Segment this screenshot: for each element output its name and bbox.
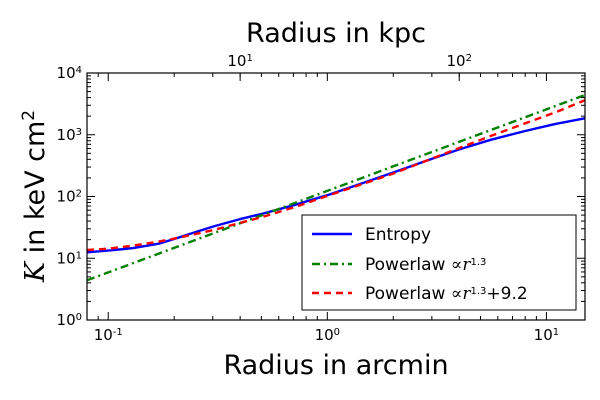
x-tick-label-1: 100 [315,326,340,344]
x2-tick-label-0: 101 [227,52,252,70]
x-tick-label-2: 101 [534,326,559,344]
x-tick-label-0: 10-1 [94,326,123,344]
y-tick-label-0: 100 [57,311,82,329]
y-axis-sup: 2 [19,110,39,121]
series-line-0 [87,117,585,254]
legend-powerlaw-offset-sup: 1.3 [471,286,487,297]
series-line-1 [87,93,585,282]
legend-box [301,214,577,311]
y-axis-symbol: K [20,260,51,283]
legend-powerlaw-sup: 1.3 [471,257,487,268]
series-layer [87,93,585,282]
y-tick-label-4: 104 [57,64,82,82]
tick-layer: 10-1 100 101 101 102 100 101 102 103 104 [57,52,585,344]
series-line-2 [87,99,585,252]
legend-powerlaw-text: Powerlaw [365,255,451,275]
y-tick-label-2: 102 [57,188,82,206]
legend-label-entropy: Entropy [365,225,431,245]
legend-label-powerlaw: Powerlaw ∝r1.3 [365,255,486,275]
y-tick-label-1: 101 [57,249,82,267]
y-axis-text: in keV cm [20,121,51,262]
legend-label-powerlaw-offset: Powerlaw ∝r1.3+9.2 [365,284,528,304]
legend-powerlaw-offset-math: ∝r [451,284,472,304]
legend-powerlaw-math: ∝r [451,255,472,275]
legend-powerlaw-offset-tail: +9.2 [486,284,527,304]
y-tick-label-3: 103 [57,126,82,144]
top-axis-title: Radius in kpc [246,18,426,49]
legend: Entropy Powerlaw ∝r1.3 Powerlaw ∝r1.3+9.… [301,214,577,311]
x-axis-title: Radius in arcmin [223,350,448,381]
legend-powerlaw-offset-text: Powerlaw [365,284,451,304]
x2-tick-label-1: 102 [446,52,471,70]
y-axis-title: K in keV cm2 [19,110,51,283]
